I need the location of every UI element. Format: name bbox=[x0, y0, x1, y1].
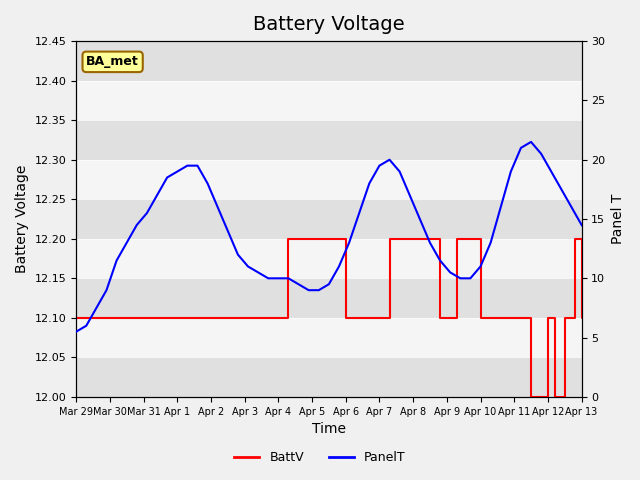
Bar bbox=[76, 199, 582, 239]
Bar bbox=[76, 239, 582, 278]
Y-axis label: Panel T: Panel T bbox=[611, 194, 625, 244]
Bar bbox=[76, 160, 582, 199]
Bar bbox=[76, 278, 582, 318]
Title: Battery Voltage: Battery Voltage bbox=[253, 15, 404, 34]
Text: BA_met: BA_met bbox=[86, 55, 139, 68]
Bar bbox=[76, 120, 582, 160]
Bar bbox=[76, 358, 582, 397]
Legend: BattV, PanelT: BattV, PanelT bbox=[229, 446, 411, 469]
Bar bbox=[76, 41, 582, 81]
Bar bbox=[76, 81, 582, 120]
Y-axis label: Battery Voltage: Battery Voltage bbox=[15, 165, 29, 273]
X-axis label: Time: Time bbox=[312, 422, 346, 436]
Bar bbox=[76, 318, 582, 358]
